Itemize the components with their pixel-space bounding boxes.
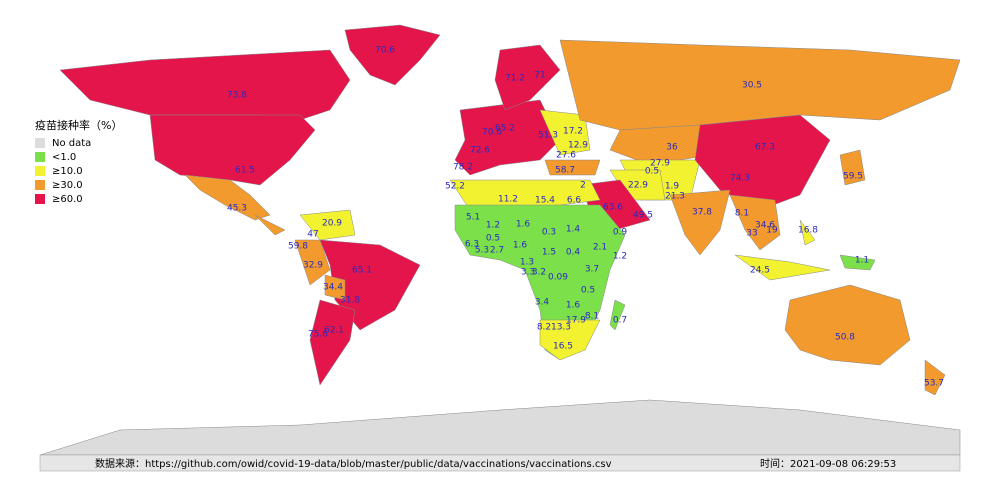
country-value: 49.5 xyxy=(633,211,653,221)
legend-swatch xyxy=(35,152,45,162)
legend-swatch xyxy=(35,194,45,204)
footer-bar xyxy=(39,454,961,472)
country-value: 2 xyxy=(580,181,586,191)
country-value: 16.5 xyxy=(553,342,573,352)
country-value: 2.7 xyxy=(490,246,504,256)
country-value: 59.8 xyxy=(288,242,308,252)
country-value: 62.1 xyxy=(324,326,344,336)
land xyxy=(39,24,961,456)
country-value: 3.2 xyxy=(532,268,546,278)
country-value: 71.2 xyxy=(505,74,525,84)
legend-label: No data xyxy=(52,138,91,149)
country-value: 61.5 xyxy=(235,166,255,176)
country-value: 50.8 xyxy=(835,333,855,343)
country-value: 0.09 xyxy=(548,273,568,283)
country-value: 65.2 xyxy=(495,124,515,134)
legend-swatch xyxy=(35,180,45,190)
country-value: 1.2 xyxy=(613,252,627,262)
country-value: 1.1 xyxy=(855,256,869,266)
legend-swatch xyxy=(35,138,45,148)
country-value: 34.4 xyxy=(323,283,343,293)
country-value: 24.5 xyxy=(750,266,770,276)
country-value: 45.3 xyxy=(227,204,247,214)
legend-label: ≥10.0 xyxy=(52,166,83,177)
country-value: 53.7 xyxy=(924,379,944,389)
country-value: 5.3 xyxy=(475,246,489,256)
country-value: 8.2 xyxy=(537,323,551,333)
country-value: 6.3 xyxy=(465,240,479,250)
country-value: 3.4 xyxy=(535,298,550,308)
country-value: 70.6 xyxy=(482,128,502,138)
legend-swatch xyxy=(35,166,45,176)
country-value: 8.1 xyxy=(585,312,599,322)
country-value: 37.8 xyxy=(692,208,712,218)
country-value: 16.8 xyxy=(798,226,818,236)
country-value: 2.1 xyxy=(593,243,607,253)
country-value: 1.2 xyxy=(486,221,500,231)
country-value: 31.8 xyxy=(340,296,360,306)
country-value: 5.1 xyxy=(466,213,480,223)
country-value: 59.5 xyxy=(843,172,863,182)
country-value: 19 xyxy=(766,226,778,236)
country-value: 74.3 xyxy=(730,174,750,184)
country-value: 36 xyxy=(666,143,678,153)
country-value: 65.1 xyxy=(352,266,372,276)
country-value: 72.6 xyxy=(470,146,490,156)
country-value: 12.9 xyxy=(568,141,588,151)
country-value: 13.3 xyxy=(551,323,571,333)
country-value: 32.9 xyxy=(303,261,323,271)
country-value: 1.6 xyxy=(566,301,581,311)
country-value: 52.2 xyxy=(445,182,465,192)
country-value: 58.7 xyxy=(555,166,575,176)
country-value: 27.6 xyxy=(556,151,576,161)
country-value: 27.9 xyxy=(650,159,670,169)
country-value: 0.5 xyxy=(645,167,659,177)
country-value: 11.2 xyxy=(498,195,518,205)
country-value: 33 xyxy=(746,229,757,239)
country-value: 63.6 xyxy=(603,203,623,213)
country-value: 17.9 xyxy=(566,316,586,326)
country-value: 0.5 xyxy=(581,286,595,296)
time-text: 时间：2021-09-08 06:29:53 xyxy=(760,457,896,470)
country-value: 73.8 xyxy=(227,91,247,101)
country-value: 0.3 xyxy=(542,228,556,238)
country-value: 75.6 xyxy=(308,330,328,340)
country-value: 30.5 xyxy=(742,81,762,91)
country-value: 1.4 xyxy=(566,225,581,235)
legend-label: ≥30.0 xyxy=(52,180,83,191)
country-value: 70.6 xyxy=(375,46,395,56)
country-value: 17.2 xyxy=(563,127,583,137)
country-value: 1.6 xyxy=(516,220,531,230)
country-value: 21.3 xyxy=(665,192,685,202)
country-value: 0.9 xyxy=(613,228,628,238)
country-value: 8.1 xyxy=(735,209,749,219)
legend-label: <1.0 xyxy=(52,152,76,163)
country-value: 0.7 xyxy=(613,316,627,326)
country-value: 20.9 xyxy=(322,219,342,229)
source-text: 数据来源：https://github.com/owid/covid-19-da… xyxy=(95,457,612,470)
country-value: 15.4 xyxy=(535,196,555,206)
country-value: 22.9 xyxy=(628,181,648,191)
country-value: 47 xyxy=(307,230,318,240)
country-value: 6.6 xyxy=(567,196,582,206)
country-value: 51.3 xyxy=(538,131,558,141)
country-value: 34.6 xyxy=(755,221,775,231)
country-value: 1.3 xyxy=(520,258,534,268)
country-value: 1.9 xyxy=(665,182,680,192)
country-value: 67.3 xyxy=(755,143,775,153)
legend-label: ≥60.0 xyxy=(52,194,83,205)
country-value: 3.3 xyxy=(521,268,535,278)
legend-title: 疫苗接种率（%） xyxy=(35,118,122,132)
country-value: 3.7 xyxy=(585,265,599,275)
country-value: 0.5 xyxy=(486,234,500,244)
country-value: 71 xyxy=(534,71,545,81)
country-value: 78.2 xyxy=(453,163,473,173)
country-value: 1.5 xyxy=(542,248,556,258)
country-value: 1.6 xyxy=(513,241,528,251)
map-labels: 70.6 73.8 61.5 45.3 30.5 71 71.2 70.6 72.6 78.2 65… xyxy=(227,46,944,389)
country-value: 0.4 xyxy=(566,248,581,258)
legend: No data <1.0 ≥10.0 ≥30.0 ≥60.0 xyxy=(35,138,91,205)
